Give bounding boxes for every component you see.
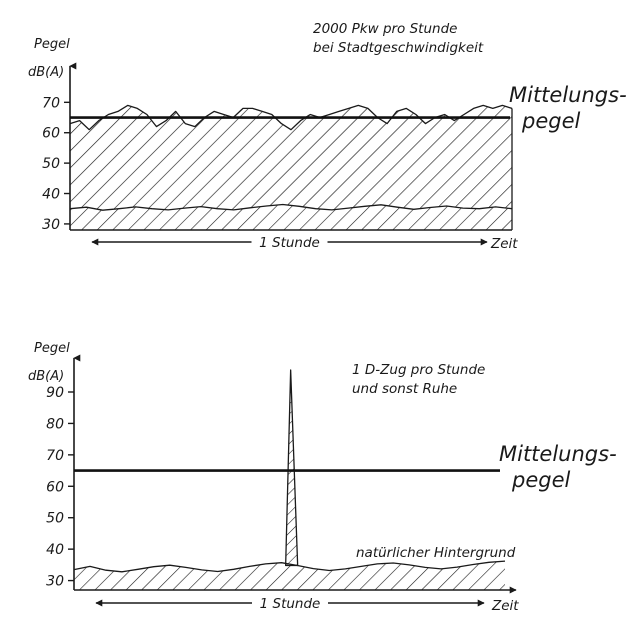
chart1-tick-label-70: 70 (42, 95, 60, 111)
chart2-tick-label-50: 50 (46, 511, 64, 527)
chart1-duration-label: 1 Stunde (259, 235, 320, 251)
chart2-mean-label-line-1: Mittelungs- (499, 442, 617, 466)
chart2-ylabel-line-2: dB(A) (28, 369, 64, 384)
chart1-ylabel-line-2: dB(A) (28, 65, 64, 80)
chart1-note-line-1: 2000 Pkw pro Stunde (313, 21, 457, 37)
chart2-duration-label: 1 Stunde (260, 596, 321, 612)
chart-train: 1 D-Zug pro Stunde und sonst Ruhe Pegel … (28, 341, 617, 614)
chart-traffic: 2000 Pkw pro Stunde bei Stadtgeschwindig… (28, 21, 627, 252)
chart2-tick-label-40: 40 (46, 542, 64, 558)
chart1-mean-label-line-1: Mittelungs- (509, 83, 627, 107)
chart2-train-peak (285, 369, 299, 567)
chart2-tick-label-90: 90 (46, 385, 64, 401)
chart1-xlabel: Zeit (490, 236, 518, 252)
chart2-duration-label-mask (252, 594, 328, 612)
chart2-note-line-1: 1 D-Zug pro Stunde (352, 362, 485, 378)
chart2-tick-label-30: 30 (46, 574, 64, 590)
chart2-note-line-2: und sonst Ruhe (352, 381, 457, 397)
chart1-y-ticks: 30 40 50 60 70 (42, 95, 70, 233)
chart2-ylabel-line-1: Pegel (34, 341, 70, 356)
chart1-ylabel-line-1: Pegel (34, 37, 70, 52)
chart2-mean-label-line-2: pegel (511, 468, 571, 492)
chart1-tick-label-40: 40 (42, 187, 60, 203)
chart1-duration-label-mask (251, 233, 328, 251)
chart1-background-hatch (70, 204, 512, 230)
chart1-tick-label-60: 60 (42, 126, 60, 142)
chart2-y-ticks: 30 40 50 60 70 80 90 (46, 385, 74, 590)
chart2-tick-label-80: 80 (46, 416, 64, 432)
chart1-background-outline (69, 203, 513, 211)
chart1-tick-label-30: 30 (42, 217, 60, 233)
chart1-tick-label-50: 50 (42, 156, 60, 172)
chart2-xlabel: Zeit (491, 598, 519, 614)
chart2-background-label: natürlicher Hintergrund (356, 545, 516, 561)
chart1-traffic-level-area (70, 105, 512, 230)
chart2-background-outline (73, 560, 506, 573)
chart1-note-line-2: bei Stadtgeschwindigkeit (313, 40, 484, 56)
chart2-background-area (74, 561, 505, 590)
chart2-tick-label-70: 70 (46, 448, 64, 464)
chart2-tick-label-60: 60 (46, 479, 64, 495)
chart1-mean-label-line-2: pegel (521, 109, 581, 133)
